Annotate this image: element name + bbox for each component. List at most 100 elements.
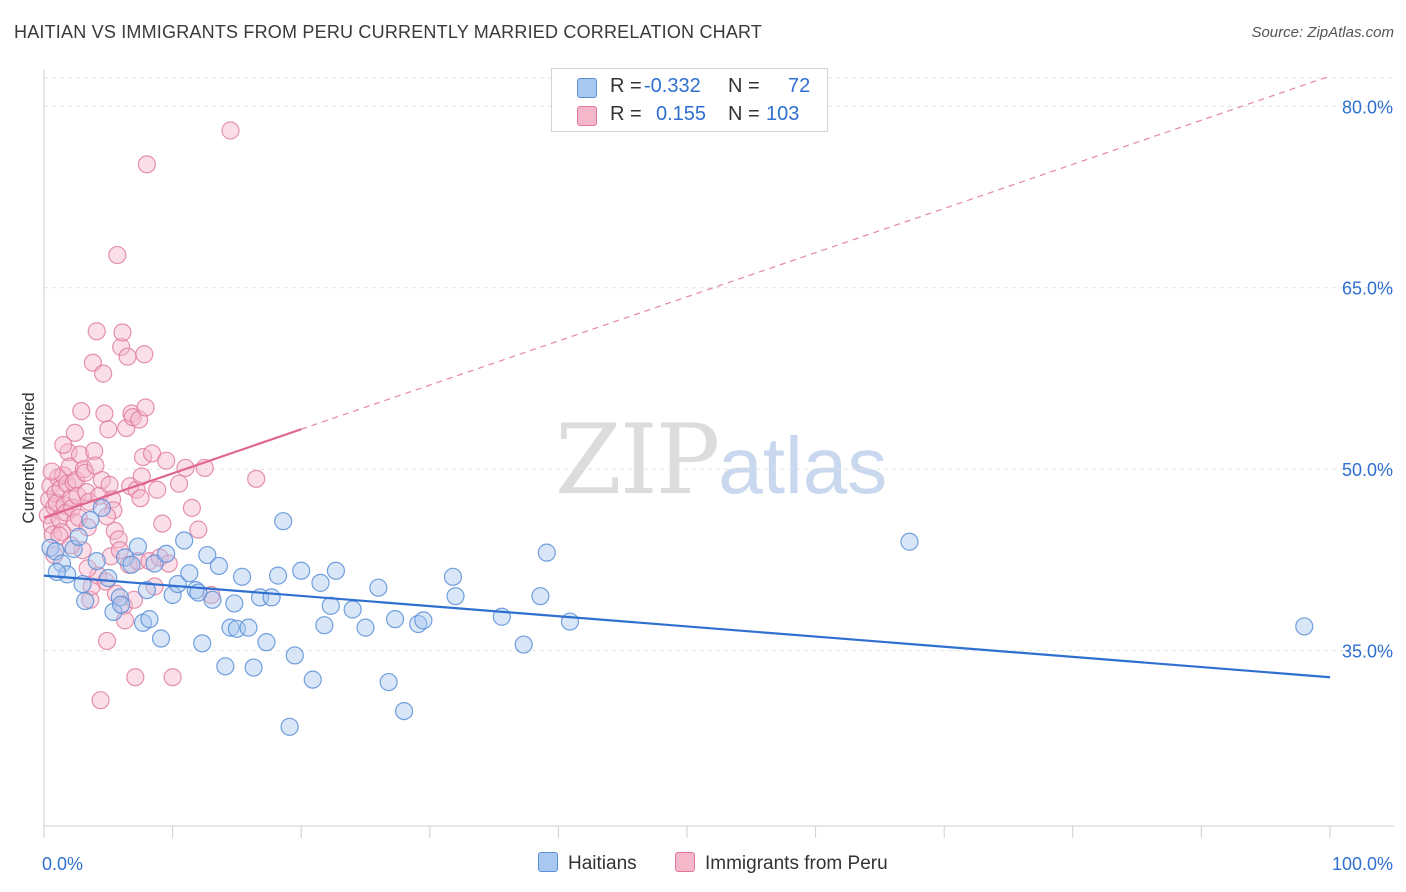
peru-point [113, 323, 132, 342]
peru-legend-swatch [675, 852, 695, 872]
haitians-point [356, 618, 375, 637]
n-value: 72 [788, 75, 811, 97]
haitians-point [209, 556, 228, 576]
legend-label-peru: Immigrants from Peru [705, 853, 888, 874]
peru-point [182, 498, 201, 517]
y-tick-label: 65.0% [1342, 279, 1393, 299]
haitians-point [385, 610, 405, 629]
haitians-point [244, 658, 263, 677]
haitians-point [446, 587, 465, 606]
haitians-point [443, 567, 463, 586]
haitians-point [900, 532, 919, 551]
peru-point [112, 337, 131, 357]
haitians-point [151, 629, 171, 648]
peru-point [131, 489, 150, 508]
r-value: -0.332 [644, 75, 701, 97]
haitians-point [122, 555, 141, 574]
source-credit: Source: ZipAtlas.com [1251, 24, 1394, 41]
peru-point [95, 404, 114, 423]
n-label: N = [728, 75, 760, 97]
haitians-point [262, 588, 281, 607]
watermark-zip: ZIP [555, 404, 720, 516]
peru-point [68, 486, 87, 505]
haitians-point [531, 587, 550, 606]
haitians-point [225, 594, 244, 613]
haitians-point [193, 634, 212, 653]
peru-point [100, 475, 119, 494]
haitians-point [110, 588, 129, 607]
peru-point [153, 514, 172, 533]
haitians-point [369, 578, 388, 597]
haitians-point [221, 618, 240, 637]
haitians-point [198, 545, 217, 565]
haitians-point [180, 564, 199, 583]
peru-point [72, 402, 91, 421]
haitians-point [285, 646, 304, 665]
haitians-point [87, 551, 106, 571]
stats-legend-row-peru: R = 0.155 N = 103 [552, 101, 827, 129]
peru-point [94, 364, 113, 383]
peru-point [54, 435, 73, 455]
stats-legend: R = -0.332 N = 72 R = 0.155 N = 103 [551, 68, 828, 132]
haitians-point [112, 595, 131, 614]
peru-point [108, 245, 127, 265]
haitians-point [321, 596, 340, 615]
haitians-point [274, 512, 293, 531]
peru-point [91, 691, 110, 710]
haitians-point [99, 568, 118, 588]
peru-point [169, 474, 189, 493]
haitians-point [69, 527, 88, 547]
y-axis-label: Currently Married [19, 392, 38, 523]
haitians-point [268, 566, 288, 585]
haitians-point [414, 611, 433, 630]
x-tick-label: 100.0% [1332, 854, 1393, 874]
haitians-point [315, 616, 334, 635]
haitians-point [379, 672, 398, 692]
haitians-point [232, 567, 252, 586]
chart-title: HAITIAN VS IMMIGRANTS FROM PERU CURRENTL… [14, 22, 763, 42]
n-label: N = [728, 103, 760, 125]
haitians-point [1295, 617, 1314, 636]
legend-label-haitians: Haitians [568, 853, 637, 874]
peru-point [97, 631, 117, 651]
peru-point [221, 121, 240, 140]
haitians-swatch [577, 78, 597, 98]
haitians-point [514, 635, 533, 654]
haitians-point [203, 590, 222, 609]
peru-point [137, 155, 156, 174]
r-label: R = [610, 103, 642, 125]
haitians-point [216, 657, 235, 676]
haitians-point [81, 510, 100, 530]
peru-trendline [43, 428, 302, 519]
peru-point [65, 423, 84, 442]
peru-point [85, 441, 104, 461]
peru-point [135, 345, 154, 364]
peru-trendline-extension [301, 75, 1331, 430]
x-tick-label: 0.0% [42, 854, 83, 874]
peru-point [105, 521, 124, 540]
haitians-point [311, 573, 330, 592]
haitians-point [343, 600, 362, 619]
peru-point [189, 520, 208, 539]
stats-legend-row-haitians: R = -0.332 N = 72 [552, 73, 827, 101]
haitians-point [175, 531, 194, 550]
haitians-point [186, 581, 205, 600]
peru-point [163, 668, 182, 687]
peru-point [101, 547, 120, 566]
haitians-point [280, 717, 299, 736]
haitians-point [326, 561, 346, 580]
peru-point [157, 451, 176, 470]
peru-point [148, 480, 167, 499]
haitians-point [128, 537, 147, 556]
haitians-point [76, 591, 95, 611]
peru-swatch [577, 106, 597, 126]
n-value: 103 [766, 103, 800, 125]
haitians-point [257, 633, 276, 652]
peru-point [76, 463, 95, 482]
y-tick-label: 35.0% [1342, 642, 1393, 662]
zipatlas-watermark: ZIPatlas [555, 404, 887, 516]
haitians-point [140, 610, 159, 629]
haitians-point [64, 539, 83, 559]
haitians-legend-swatch [538, 852, 558, 872]
